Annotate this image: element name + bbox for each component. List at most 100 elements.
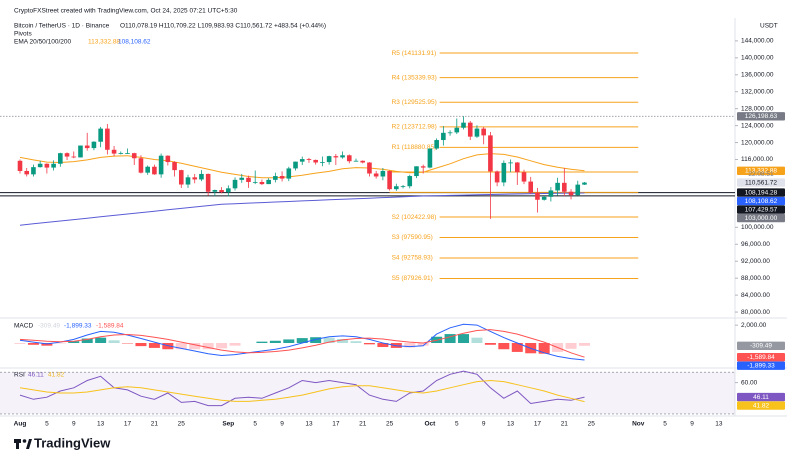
price-badge bbox=[737, 188, 785, 197]
candle-body bbox=[172, 162, 177, 171]
candle-body bbox=[548, 190, 554, 197]
histogram-bar bbox=[471, 337, 483, 343]
candle-body bbox=[273, 176, 278, 180]
price-badge-label: 103,000.00 bbox=[745, 215, 778, 222]
histogram-bar bbox=[14, 343, 26, 344]
candle-body bbox=[535, 192, 540, 200]
brand-logo bbox=[14, 439, 32, 449]
price-badge bbox=[737, 205, 785, 214]
y-tick-label: 120,000.00 bbox=[741, 139, 774, 146]
x-tick-label: 17 bbox=[332, 421, 340, 428]
candle-body bbox=[158, 155, 164, 175]
candle-body bbox=[212, 190, 218, 192]
histogram-bar bbox=[565, 343, 577, 349]
candle-body bbox=[279, 176, 285, 179]
candle-body bbox=[441, 132, 446, 141]
candle-body bbox=[467, 122, 473, 137]
price-badge-label: -309.49 bbox=[750, 342, 772, 349]
x-tick-label: Oct bbox=[424, 421, 436, 428]
price-badge-label: 46.11 bbox=[753, 394, 769, 401]
histogram-bar bbox=[578, 343, 590, 346]
histogram-bar bbox=[68, 341, 80, 343]
candle-body bbox=[24, 170, 30, 175]
candle-body bbox=[37, 163, 43, 168]
price-badge-label: 110,561.72 bbox=[745, 179, 777, 186]
price-badge-label: 41.82 bbox=[753, 402, 770, 409]
x-tick-label: 5 bbox=[455, 421, 459, 428]
candle-body bbox=[299, 159, 305, 162]
histogram-bar bbox=[310, 337, 322, 343]
x-tick-label: 13 bbox=[305, 421, 313, 428]
logo-part bbox=[14, 439, 21, 443]
candle-body bbox=[575, 184, 581, 196]
histogram-bar bbox=[27, 343, 39, 345]
price-badge-label: 113,332.88 bbox=[745, 168, 777, 175]
y-tick-label: 136,000.00 bbox=[741, 71, 774, 78]
candle-body bbox=[125, 153, 130, 154]
candle-body bbox=[508, 162, 513, 164]
candle-body bbox=[91, 141, 97, 149]
ohlc: O110,078.19 H110,709.22 L109,983.93 C110… bbox=[120, 23, 326, 30]
candle-body bbox=[474, 128, 480, 137]
candle-body bbox=[205, 173, 211, 192]
candle-body bbox=[232, 179, 238, 189]
candle-body bbox=[58, 153, 63, 164]
pivot-label: R1 (118880.85) bbox=[392, 144, 437, 151]
candle-body bbox=[514, 162, 520, 173]
price-badge bbox=[737, 361, 785, 370]
histogram-bar bbox=[498, 343, 510, 350]
candle-body bbox=[226, 188, 231, 193]
candle-body bbox=[239, 177, 245, 180]
x-tick-label: 13 bbox=[715, 421, 723, 428]
histogram-bar bbox=[538, 343, 550, 354]
symbol: Bitcoin / TetherUS · 1D · Binance bbox=[14, 23, 110, 30]
x-tick-label: Sep bbox=[222, 421, 234, 428]
candle-body bbox=[568, 191, 574, 196]
candle-body bbox=[414, 166, 419, 177]
x-tick-label: Aug bbox=[14, 421, 27, 428]
candle-body bbox=[555, 182, 560, 191]
candle-body bbox=[306, 159, 312, 160]
candle-body bbox=[219, 190, 224, 193]
candle-body bbox=[178, 170, 184, 185]
y-tick-label: 80,000.00 bbox=[741, 309, 770, 316]
candle-body bbox=[138, 158, 144, 173]
y-tick-label: 124,000.00 bbox=[741, 122, 774, 129]
price-badge-label: 108,108.62 bbox=[745, 198, 778, 205]
candle-body bbox=[353, 160, 359, 162]
candle-body bbox=[541, 196, 547, 200]
candle-body bbox=[165, 155, 171, 163]
candle-body bbox=[185, 177, 191, 185]
candle-body bbox=[17, 160, 23, 171]
candle-body bbox=[64, 153, 70, 157]
y-tick-label: 96,000.00 bbox=[741, 241, 770, 248]
candle-body bbox=[521, 172, 527, 182]
y-tick-label: 132,000.00 bbox=[741, 88, 774, 95]
candle-body bbox=[501, 162, 507, 183]
price-badge bbox=[737, 392, 785, 402]
x-tick-label: Nov bbox=[632, 421, 645, 428]
y-tick-label: 2,000.00 bbox=[741, 322, 767, 329]
y-tick-label: 116,000.00 bbox=[741, 156, 773, 163]
x-tick-label: 25 bbox=[588, 421, 596, 428]
price-badge bbox=[737, 112, 785, 121]
histogram-bar bbox=[189, 343, 201, 350]
ema200-value: 108,108.62 bbox=[118, 39, 151, 46]
candle-body bbox=[461, 122, 466, 128]
y-tick-label: 140,000.00 bbox=[741, 55, 774, 62]
price-badge bbox=[737, 401, 785, 410]
histogram-bar bbox=[511, 343, 523, 352]
candle-body bbox=[373, 173, 379, 177]
candle-body bbox=[562, 182, 567, 192]
indicator-line bbox=[19, 379, 585, 403]
x-tick-label: 25 bbox=[386, 421, 394, 428]
pivot-label: R3 (129525.95) bbox=[392, 99, 437, 106]
ema-label: EMA 20/50/100/200 bbox=[14, 39, 71, 46]
candle-body bbox=[420, 166, 426, 168]
x-tick-label: 13 bbox=[507, 421, 515, 428]
legend-value: 46.11 bbox=[28, 372, 44, 379]
price-badge-label: -1,899.33 bbox=[747, 362, 775, 369]
candle-body bbox=[252, 181, 258, 183]
currency: USDT bbox=[760, 23, 778, 30]
